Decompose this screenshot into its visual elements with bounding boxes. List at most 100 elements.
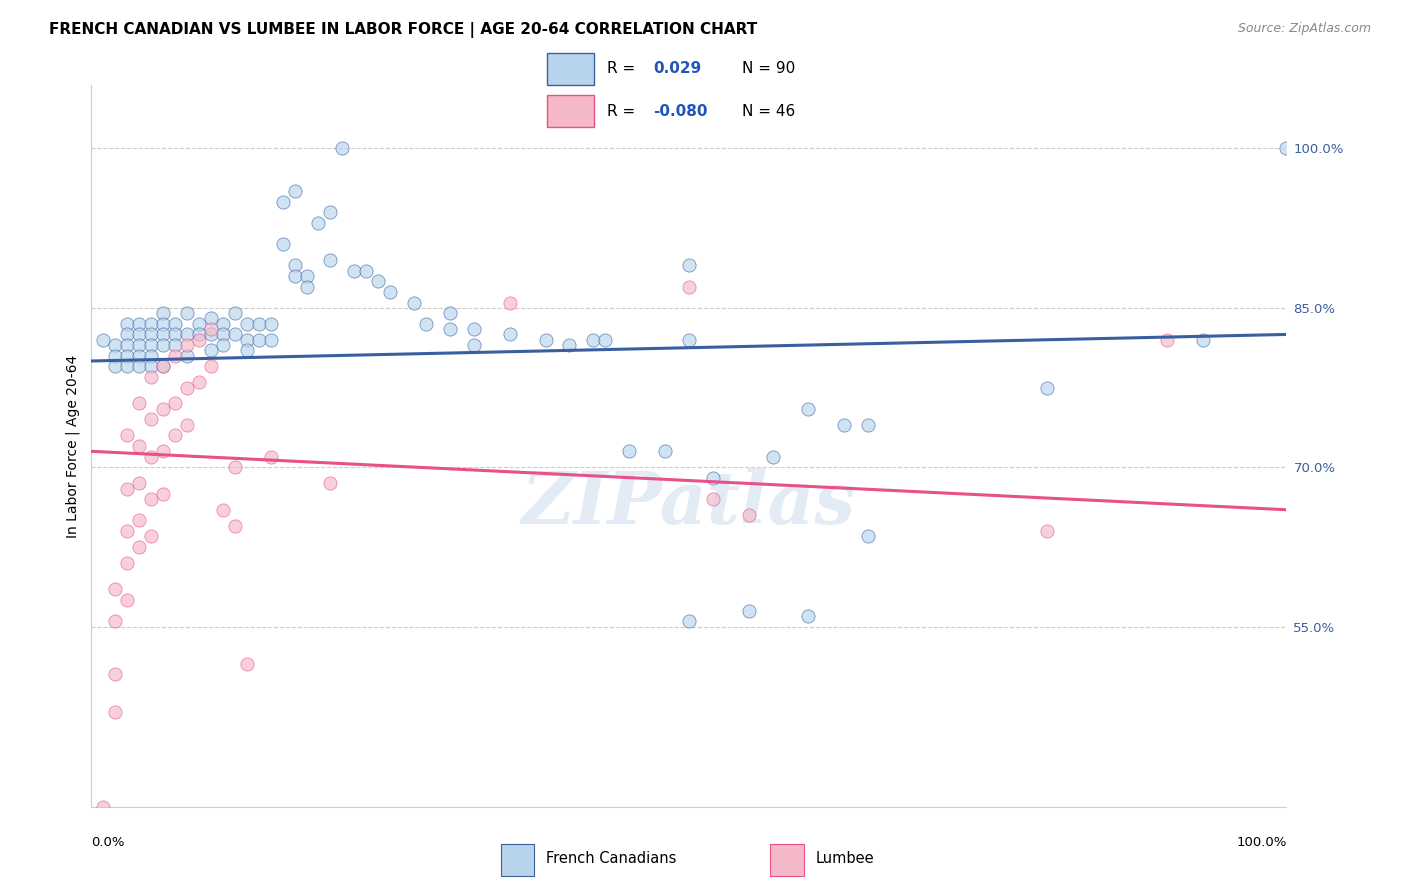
Point bbox=[343, 263, 366, 277]
Point bbox=[797, 609, 820, 624]
Point bbox=[176, 306, 198, 320]
Text: 0.0%: 0.0% bbox=[91, 836, 125, 849]
Point bbox=[224, 460, 246, 475]
Text: Lumbee: Lumbee bbox=[815, 851, 875, 866]
Point bbox=[463, 322, 485, 336]
Point bbox=[104, 705, 127, 719]
Point bbox=[498, 327, 520, 342]
Point bbox=[558, 338, 581, 352]
Point bbox=[163, 338, 186, 352]
Point bbox=[200, 359, 222, 374]
Point bbox=[163, 349, 186, 363]
Point bbox=[128, 327, 150, 342]
Point bbox=[128, 439, 150, 453]
FancyBboxPatch shape bbox=[547, 53, 593, 85]
Point bbox=[832, 417, 855, 432]
Point bbox=[284, 259, 307, 273]
Point bbox=[152, 338, 174, 352]
Point bbox=[141, 450, 162, 464]
Point bbox=[702, 471, 724, 485]
Point bbox=[187, 327, 211, 342]
Point bbox=[737, 604, 759, 618]
Point bbox=[141, 529, 162, 543]
Text: 0.029: 0.029 bbox=[654, 62, 702, 77]
Text: Source: ZipAtlas.com: Source: ZipAtlas.com bbox=[1237, 22, 1371, 36]
Point bbox=[176, 338, 198, 352]
Point bbox=[235, 317, 259, 331]
Point bbox=[141, 370, 162, 384]
Point bbox=[534, 333, 557, 347]
Point bbox=[678, 259, 700, 273]
Point bbox=[211, 338, 233, 352]
Point bbox=[176, 380, 198, 394]
Point bbox=[284, 184, 307, 198]
Point bbox=[211, 317, 233, 331]
Point bbox=[200, 322, 222, 336]
Point bbox=[678, 615, 700, 629]
Point bbox=[856, 529, 880, 543]
Text: N = 90: N = 90 bbox=[742, 62, 796, 77]
Point bbox=[797, 401, 820, 416]
Point bbox=[200, 343, 222, 358]
Point bbox=[319, 253, 342, 268]
Point bbox=[1275, 141, 1298, 155]
Text: R =: R = bbox=[607, 62, 636, 77]
Point bbox=[1036, 524, 1059, 538]
FancyBboxPatch shape bbox=[501, 844, 534, 876]
Point bbox=[284, 268, 307, 283]
FancyBboxPatch shape bbox=[770, 844, 804, 876]
Point bbox=[367, 274, 389, 288]
Point bbox=[163, 428, 186, 442]
Point bbox=[104, 667, 127, 681]
Point bbox=[247, 333, 270, 347]
Point bbox=[1192, 333, 1215, 347]
Point bbox=[115, 482, 138, 496]
Point bbox=[115, 349, 138, 363]
Point bbox=[128, 540, 150, 554]
Point bbox=[163, 327, 186, 342]
Point bbox=[1156, 333, 1178, 347]
Point bbox=[200, 311, 222, 326]
Point bbox=[1036, 380, 1059, 394]
Point bbox=[176, 349, 198, 363]
Point bbox=[152, 317, 174, 331]
Point bbox=[404, 295, 426, 310]
Point bbox=[211, 502, 233, 516]
Point bbox=[152, 359, 174, 374]
Text: 100.0%: 100.0% bbox=[1236, 836, 1286, 849]
Point bbox=[141, 492, 162, 507]
Point bbox=[141, 327, 162, 342]
Point bbox=[211, 327, 233, 342]
Point bbox=[152, 487, 174, 501]
Point bbox=[271, 194, 294, 209]
Point bbox=[200, 327, 222, 342]
Point bbox=[141, 359, 162, 374]
Point bbox=[104, 359, 127, 374]
Point bbox=[439, 322, 461, 336]
Point bbox=[619, 444, 641, 458]
Point bbox=[187, 333, 211, 347]
Point bbox=[378, 285, 402, 299]
Point bbox=[678, 333, 700, 347]
Point bbox=[115, 556, 138, 570]
Point bbox=[187, 376, 211, 390]
Point bbox=[152, 401, 174, 416]
Point bbox=[737, 508, 759, 522]
Point bbox=[702, 492, 724, 507]
Point bbox=[104, 582, 127, 597]
Point bbox=[187, 317, 211, 331]
Point bbox=[141, 317, 162, 331]
Point bbox=[115, 317, 138, 331]
Point bbox=[115, 359, 138, 374]
Point bbox=[247, 317, 270, 331]
Point bbox=[224, 306, 246, 320]
Point bbox=[128, 513, 150, 527]
Point bbox=[128, 396, 150, 410]
Point bbox=[152, 306, 174, 320]
Point bbox=[176, 417, 198, 432]
Point bbox=[115, 338, 138, 352]
Point bbox=[224, 327, 246, 342]
Point bbox=[678, 279, 700, 293]
Point bbox=[271, 237, 294, 252]
Point bbox=[654, 444, 676, 458]
